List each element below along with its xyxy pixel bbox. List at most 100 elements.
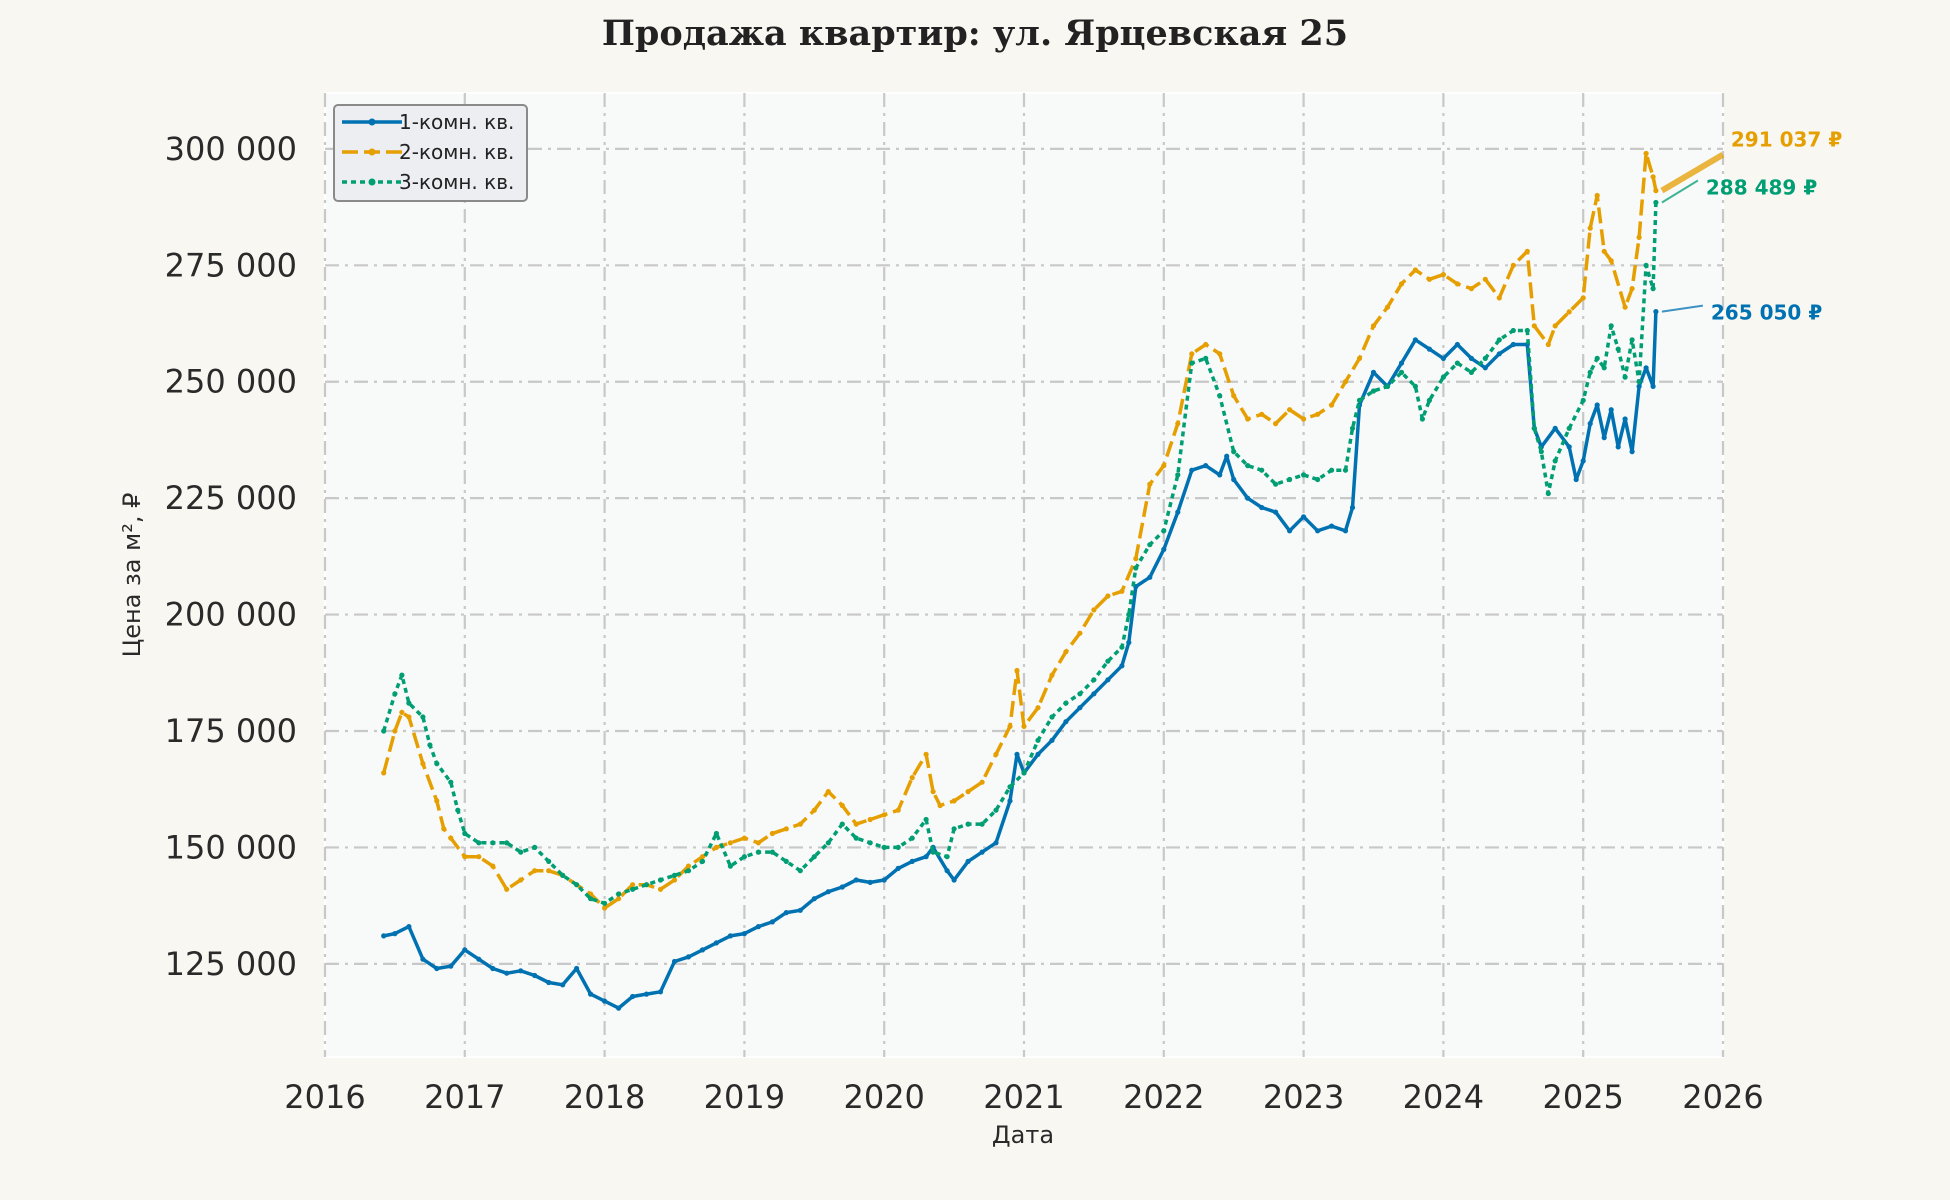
data-point (671, 872, 678, 879)
data-point (441, 826, 447, 832)
data-point (1301, 472, 1307, 478)
data-point (1356, 397, 1363, 403)
x-tick-label: 2023 (1263, 1078, 1344, 1116)
data-point (434, 761, 440, 767)
data-point (518, 877, 524, 883)
x-tick-label: 2022 (1123, 1078, 1204, 1116)
data-point (1440, 374, 1446, 380)
data-point (1077, 705, 1083, 711)
data-point (1545, 341, 1551, 348)
data-point (979, 849, 985, 855)
y-axis-label: Цена за м², ₽ (118, 493, 146, 658)
data-point (1531, 323, 1537, 329)
data-point (1468, 286, 1474, 292)
data-point (839, 884, 845, 890)
data-point (1119, 644, 1125, 650)
data-point (1587, 225, 1593, 231)
data-point (1014, 751, 1020, 757)
x-tick-label: 2026 (1682, 1078, 1763, 1116)
data-point (643, 882, 650, 888)
data-point (1482, 365, 1488, 371)
y-tick-label: 250 000 (165, 363, 297, 401)
data-point (1007, 798, 1013, 804)
data-point (574, 882, 580, 888)
data-point (1189, 360, 1195, 366)
data-point (1133, 565, 1139, 571)
data-point (518, 849, 524, 855)
data-point (1329, 467, 1335, 473)
data-point (1063, 700, 1069, 706)
end-labels: 265 050 ₽ 291 037 ₽ 288 489 ₽ (1660, 128, 1842, 325)
data-point (1231, 393, 1237, 399)
data-point (602, 905, 608, 911)
data-point (1412, 267, 1418, 273)
data-point (769, 849, 776, 855)
data-point (895, 807, 901, 813)
data-point (1454, 341, 1460, 348)
data-point (616, 1005, 622, 1011)
data-point (1454, 281, 1460, 287)
data-point (1224, 453, 1230, 459)
data-point (399, 709, 405, 716)
data-point (546, 979, 552, 986)
data-point (1419, 416, 1425, 422)
data-point (1650, 174, 1656, 180)
data-point (1468, 355, 1474, 361)
data-point (1349, 425, 1356, 431)
data-point (1552, 323, 1558, 329)
data-point (1245, 495, 1251, 501)
data-point (671, 958, 678, 965)
data-point (630, 882, 636, 888)
data-point (1105, 658, 1111, 664)
data-point (448, 779, 454, 785)
x-tick-label: 2024 (1403, 1078, 1484, 1116)
data-point (1636, 379, 1642, 385)
data-point (560, 872, 566, 879)
data-point (574, 965, 580, 972)
data-point (741, 835, 748, 841)
data-point (1049, 714, 1055, 720)
data-point (1412, 337, 1418, 343)
data-point (1538, 449, 1544, 455)
data-point (881, 812, 887, 818)
data-point (1580, 458, 1586, 464)
y-tick-label: 150 000 (165, 828, 297, 866)
data-point (1426, 276, 1432, 282)
data-point (643, 991, 650, 997)
data-point (1566, 425, 1572, 431)
data-point (853, 835, 859, 841)
data-point (490, 863, 496, 869)
data-point (797, 821, 803, 827)
x-tick-label: 2021 (983, 1078, 1064, 1116)
x-tick-label: 2019 (704, 1078, 785, 1116)
x-tick-label: 2025 (1542, 1078, 1623, 1116)
x-tick-label: 2020 (843, 1078, 924, 1116)
data-point (1496, 295, 1502, 301)
legend-marker (368, 118, 376, 126)
data-point (965, 789, 971, 795)
data-point (1594, 355, 1600, 361)
data-point (1203, 463, 1209, 469)
data-point (657, 989, 664, 995)
data-point (406, 700, 412, 706)
data-point (944, 854, 950, 860)
data-point (1175, 472, 1181, 478)
data-point (406, 924, 412, 930)
data-point (1426, 346, 1432, 352)
data-point (504, 970, 510, 976)
data-point (685, 868, 692, 874)
end-label-arrow (1660, 152, 1725, 194)
data-point (1587, 369, 1593, 375)
data-point (1496, 351, 1502, 357)
data-point (867, 879, 873, 886)
data-point (1189, 351, 1195, 357)
data-point (1349, 504, 1356, 511)
data-point (1650, 286, 1656, 292)
data-point (602, 900, 608, 906)
data-point (504, 840, 510, 846)
data-point (930, 789, 936, 795)
data-point (867, 816, 873, 823)
data-point (1217, 472, 1223, 478)
data-point (1049, 737, 1055, 743)
x-tick-label: 2017 (424, 1078, 505, 1116)
